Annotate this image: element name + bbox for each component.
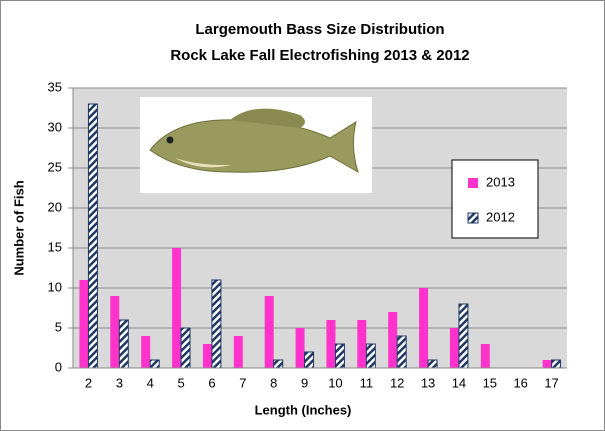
y-tick-label: 15 (48, 239, 62, 254)
bar (202, 344, 212, 368)
bar (180, 327, 191, 369)
y-tick-label: 10 (48, 279, 62, 294)
bar (357, 320, 367, 368)
x-tick-label: 3 (116, 375, 123, 390)
y-tick-label: 30 (48, 119, 62, 134)
fish-picture (140, 97, 372, 193)
x-tick-label: 13 (421, 375, 435, 390)
bar (273, 359, 284, 369)
bar (480, 344, 490, 368)
bar (449, 328, 459, 368)
bar (326, 320, 336, 368)
legend-label: 2012 (486, 209, 515, 224)
bar (458, 303, 469, 369)
x-tick-label: 14 (452, 375, 466, 390)
chart-title: Largemouth Bass Size Distribution (195, 21, 444, 38)
legend-swatch (467, 212, 479, 224)
bar (551, 359, 562, 369)
bar (79, 280, 89, 368)
bar (295, 328, 305, 368)
x-tick-label: 8 (270, 375, 277, 390)
bar (388, 312, 398, 368)
y-tick-label: 5 (55, 319, 62, 334)
y-tick-label: 20 (48, 199, 62, 214)
y-tick-label: 25 (48, 159, 62, 174)
bar (427, 359, 438, 369)
x-tick-label: 15 (483, 375, 497, 390)
x-tick-label: 16 (513, 375, 527, 390)
bar (118, 319, 129, 369)
chart-subtitle: Rock Lake Fall Electrofishing 2013 & 201… (170, 47, 469, 64)
legend-label: 2013 (486, 174, 515, 189)
bar (233, 336, 243, 368)
bars (79, 103, 562, 369)
bar (334, 343, 345, 369)
x-tick-label: 9 (301, 375, 308, 390)
x-tick-label: 12 (390, 375, 404, 390)
x-tick-label: 11 (360, 375, 374, 390)
bar (542, 360, 552, 368)
bar (211, 279, 222, 369)
x-tick-label: 2 (85, 375, 92, 390)
bar (304, 351, 315, 369)
bar (172, 248, 182, 368)
x-tick-label: 17 (544, 375, 558, 390)
x-tick-label: 7 (239, 375, 246, 390)
bar (149, 359, 160, 369)
x-tick-label: 6 (208, 375, 215, 390)
bar (396, 335, 407, 369)
legend-swatch (468, 178, 478, 188)
x-tick-label: 5 (177, 375, 184, 390)
y-tick-label: 35 (48, 79, 62, 94)
bar (141, 336, 151, 368)
bar (264, 296, 274, 368)
bar (419, 288, 429, 368)
bar (87, 103, 98, 369)
y-axis-label: Number of Fish (11, 180, 26, 275)
x-tick-label: 10 (328, 375, 342, 390)
y-tick-label: 0 (55, 359, 62, 374)
bar (110, 296, 120, 368)
x-axis-label: Length (Inches) (255, 402, 352, 417)
x-tick-label: 4 (147, 375, 154, 390)
legend: 2013 2012 (451, 159, 539, 239)
bar (365, 343, 376, 369)
